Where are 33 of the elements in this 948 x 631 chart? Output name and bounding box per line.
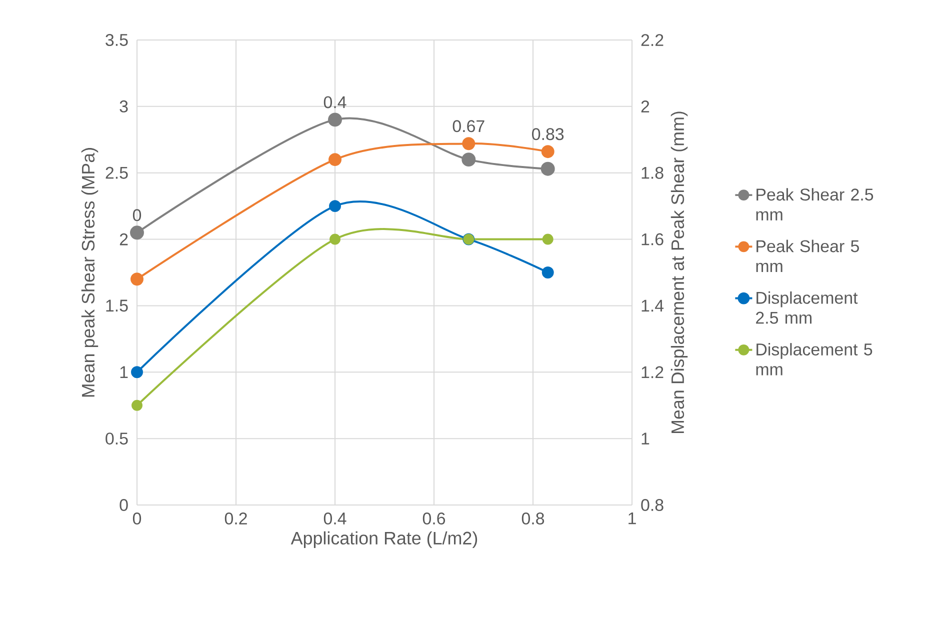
y-tick-label: 0	[120, 499, 128, 511]
y2-tick-label: 1.4	[642, 300, 664, 312]
x-tick-label: 0.6	[422, 512, 446, 524]
annotation: 0.67	[452, 120, 484, 132]
y-tick-label: 0.5	[106, 432, 128, 445]
annotation: 0.83	[532, 128, 564, 140]
legend-label: Displacement 5 mm	[756, 343, 872, 376]
y-tick-label: 1	[120, 366, 128, 378]
annotation: 0	[132, 209, 142, 222]
y2-tick-label: 0.8	[641, 499, 664, 511]
y2-tick-label: 1.2	[642, 366, 664, 378]
y2-tick-label: 1.8	[642, 166, 664, 179]
annotation: 0.4	[324, 96, 346, 108]
y2-tick-label: 2	[641, 100, 650, 112]
y-tick-label: 3	[120, 100, 128, 112]
legend-label: Peak Shear 5 mm	[756, 240, 859, 272]
y-tick-label: 2.5	[106, 166, 128, 179]
y2-tick-label: 1	[642, 432, 650, 444]
y-tick-label: 2	[120, 233, 128, 246]
x-tick-label: 0.4	[324, 512, 346, 524]
x-tick-label: 0.2	[224, 512, 247, 524]
y2-axis-title: Mean Displacement at Peak Shear (mm)	[670, 112, 688, 433]
legend-label: Peak Shear 2.5 mm	[756, 188, 874, 220]
x-axis-title: Application Rate (L/m2)	[290, 531, 478, 548]
y-tick-label: 1.5	[106, 300, 128, 312]
x-tick-label: 0	[132, 512, 142, 524]
x-tick-label: 1	[628, 512, 636, 524]
y-axis-title: Mean peak Shear Stress (MPa)	[81, 148, 98, 397]
y2-tick-label: 1.6	[642, 233, 664, 246]
y2-tick-label: 2.2	[641, 34, 664, 46]
x-tick-label: 0.8	[522, 512, 544, 524]
y-tick-label: 3.5	[106, 34, 128, 46]
legend-label: Displacement 2.5 mm	[756, 291, 858, 324]
